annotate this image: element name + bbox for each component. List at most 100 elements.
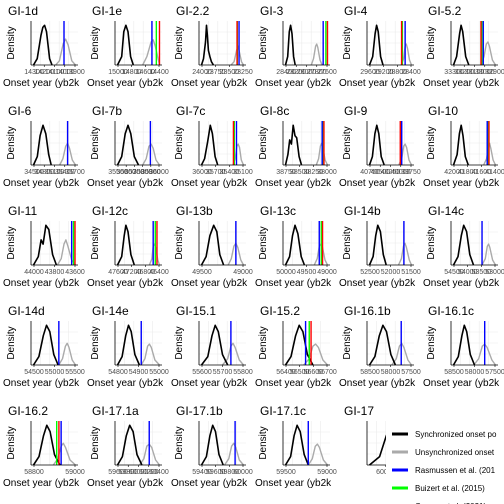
x-tick-label: 36000 [149, 169, 169, 176]
x-tick-label: 54900 [129, 369, 149, 376]
x-axis-label: Onset year (yb2k [87, 78, 164, 89]
x-tick-label: 47200 [122, 269, 142, 276]
synchronized-density-line [200, 124, 219, 166]
x-tick-label: 35400 [220, 169, 240, 176]
x-tick-label: 23250 [233, 69, 253, 76]
x-tick-label: 35700 [125, 169, 145, 176]
x-axis-label: Onset year (yb2k [339, 78, 416, 89]
x-tick-label: 54800 [108, 369, 128, 376]
x-tick-label: 14200 [35, 69, 55, 76]
panel-title: GI-1e [92, 4, 122, 18]
y-axis-label: Density [90, 126, 101, 159]
y-axis-label: Density [90, 426, 101, 459]
x-tick-label: 59600 [108, 469, 128, 476]
y-axis-label: Density [6, 26, 17, 59]
synchronized-density-line [452, 224, 475, 266]
x-tick-label: 27600 [317, 69, 337, 76]
x-axis-label: Onset year (yb2k [423, 178, 500, 189]
x-tick-label: 28800 [388, 69, 408, 76]
panel-title: GI-14c [428, 204, 464, 218]
panel-title: GI-17.1c [260, 404, 306, 418]
panel-title: GI-14d [8, 304, 45, 318]
panel-title: GI-6 [8, 104, 32, 118]
x-tick-label: 54000 [458, 269, 478, 276]
synchronized-density-line [32, 424, 61, 466]
panel-title: GI-16.2 [8, 404, 48, 418]
x-axis-label: Onset year (yb2k [255, 278, 332, 289]
x-tick-label: 35100 [233, 169, 253, 176]
x-tick-label: 55500 [65, 369, 85, 376]
x-tick-label: 34800 [35, 169, 55, 176]
x-tick-label: 49500 [297, 269, 317, 276]
legend-label-3: Rasmussen et al. (201 [415, 466, 496, 475]
legend: Synchronized onset po Unsynchronized onse… [386, 416, 504, 504]
x-tick-label: 52500 [360, 269, 380, 276]
unsynchronized-density-line [142, 143, 161, 166]
facet-panel-21: GI-15.1 Density 55600 55700 55800 Onset year … [171, 304, 253, 389]
x-tick-label: 33200 [455, 69, 475, 76]
x-tick-label: 58000 [381, 369, 401, 376]
synchronized-density-line [368, 224, 387, 266]
legend-label-5: Capron et al. (2021) [415, 502, 486, 504]
unsynchronized-density-line [221, 342, 245, 366]
unsynchronized-density-line [230, 45, 245, 66]
x-tick-label: 29600 [360, 69, 380, 76]
x-axis-label: Onset year (yb2k [339, 378, 416, 389]
x-tick-label: 58500 [444, 369, 464, 376]
x-tick-label: 59600 [206, 469, 226, 476]
x-tick-label: 38250 [304, 169, 324, 176]
legend-label-4: Buizert et al. (2015) [415, 484, 485, 493]
x-tick-label: 35800 [133, 169, 153, 176]
synchronized-density-line [368, 124, 385, 166]
x-axis-label: Onset year (yb2k [339, 278, 416, 289]
x-axis-label: Onset year (yb2k [3, 78, 80, 89]
facet-panel-20: GI-14e Density 54800 54900 55000 Onset year (… [87, 304, 169, 389]
synchronized-density-line [284, 124, 303, 166]
x-tick-label: 60000 [233, 469, 253, 476]
y-axis-label: Density [90, 226, 101, 259]
x-tick-label: 59800 [119, 469, 139, 476]
x-axis-label: Onset year (yb2k [3, 278, 80, 289]
x-tick-label: 39750 [401, 169, 421, 176]
x-tick-label: 35600 [116, 169, 136, 176]
x-tick-label: 59000 [317, 469, 337, 476]
synchronized-density-line [284, 424, 310, 466]
panel-title: GI-15.1 [176, 304, 216, 318]
x-axis-label: Onset year (yb2k [171, 278, 248, 289]
x-tick-label: 14800 [122, 69, 142, 76]
x-tick-label: 51500 [401, 269, 421, 276]
synchronized-density-line [32, 24, 53, 66]
x-tick-label: 28200 [287, 69, 307, 76]
x-axis-label: Onset year (yb2k [87, 278, 164, 289]
x-tick-label: 53000 [485, 269, 504, 276]
facet-panel-17: GI-14b Density 52500 52000 51500 Onset year (… [339, 204, 421, 289]
x-tick-label: 42000 [444, 169, 464, 176]
x-tick-label: 57500 [401, 369, 421, 376]
panel-title: GI-13c [260, 204, 296, 218]
x-tick-label: 28400 [401, 69, 421, 76]
x-tick-label: 56700 [317, 369, 337, 376]
x-tick-label: 28000 [297, 69, 317, 76]
x-axis-label: Onset year (yb2k [255, 478, 332, 489]
unsynchronized-density-line [310, 43, 323, 66]
panel-title: GI-12c [92, 204, 128, 218]
x-tick-label: 28400 [276, 69, 296, 76]
synchronized-density-line [116, 224, 136, 266]
panel-title: GI-1d [8, 4, 38, 18]
x-axis-label: Onset year (yb2k [3, 378, 80, 389]
y-axis-label: Density [342, 226, 353, 259]
x-tick-label: 33300 [444, 69, 464, 76]
x-tick-label: 59800 [220, 469, 240, 476]
x-tick-label: 14000 [55, 69, 75, 76]
x-tick-label: 14100 [45, 69, 65, 76]
synchronized-density-line [32, 224, 58, 266]
x-tick-label: 35100 [45, 169, 65, 176]
x-tick-label: 35700 [65, 169, 85, 176]
